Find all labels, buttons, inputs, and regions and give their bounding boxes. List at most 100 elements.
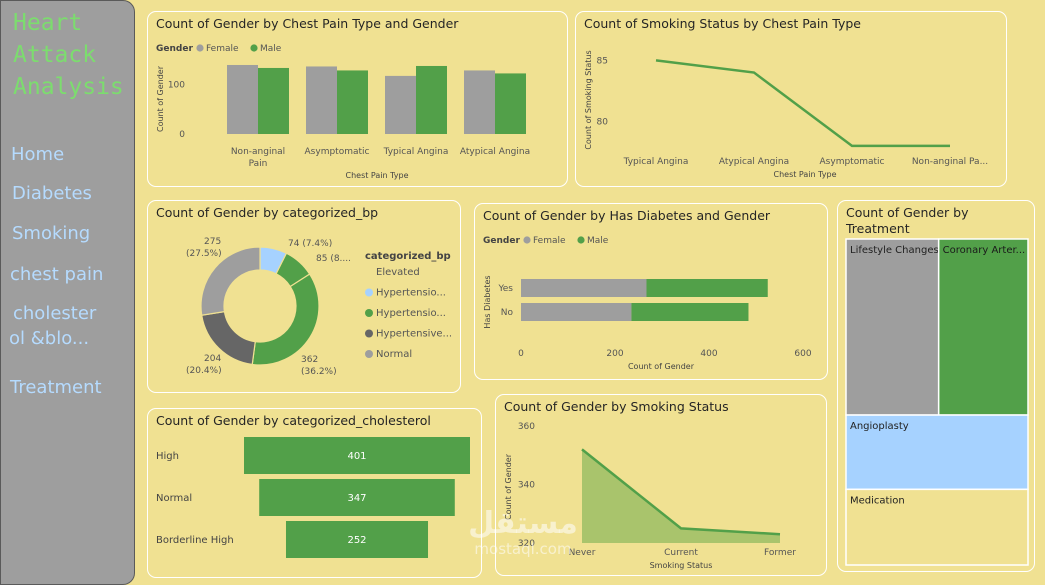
legend-title: Gender bbox=[156, 44, 193, 54]
app-title-line-1: Heart bbox=[13, 10, 83, 36]
card-smoking-by-chest-pain[interactable]: Count of Smoking Status by Chest Pain Ty… bbox=[575, 11, 1007, 187]
donut-slice bbox=[200, 246, 261, 316]
funnel-category-label: Borderline High bbox=[156, 535, 234, 546]
bar-male bbox=[337, 70, 368, 134]
card-gender-by-bp[interactable]: Count of Gender by categorized_bp 74 (7.… bbox=[147, 200, 461, 393]
sidebar: Heart Attack Analysis Home Diabetes Smok… bbox=[0, 0, 135, 585]
bar-female bbox=[521, 303, 632, 321]
data-label: 74 (7.4%) bbox=[288, 239, 332, 249]
funnel-value-label: 252 bbox=[347, 535, 366, 546]
app-title: Heart Attack Analysis bbox=[13, 7, 124, 103]
legend-title: categorized_bp bbox=[365, 251, 451, 262]
data-label: (27.5%) bbox=[186, 249, 222, 259]
legend-title: Gender bbox=[483, 236, 520, 246]
legend-marker-female bbox=[523, 236, 531, 244]
treemap-label: Lifestyle Changes bbox=[850, 245, 939, 256]
legend-label: Elevated bbox=[376, 267, 420, 278]
x-tick-label: 0 bbox=[518, 349, 524, 359]
nav-smoking[interactable]: Smoking bbox=[12, 223, 91, 244]
app-title-line-3: Analysis bbox=[13, 74, 124, 100]
series-line bbox=[655, 59, 950, 148]
nav-diabetes[interactable]: Diabetes bbox=[12, 183, 92, 204]
funnel-bar bbox=[259, 479, 455, 516]
card-gender-by-chest-pain[interactable]: Count of Gender by Chest Pain Type and G… bbox=[147, 11, 568, 187]
y-axis-label: Count of Smoking Status bbox=[584, 50, 593, 149]
chart-title-smoking-by-chest-pain: Count of Smoking Status by Chest Pain Ty… bbox=[584, 16, 861, 31]
legend-label-male: Male bbox=[587, 236, 609, 246]
x-tick-label: Pain bbox=[249, 159, 268, 169]
data-label: 362 bbox=[301, 355, 318, 365]
y-axis-label: Has Diabetes bbox=[483, 275, 492, 328]
bar-male bbox=[495, 73, 526, 134]
legend-label: Normal bbox=[376, 349, 412, 360]
legend-marker bbox=[365, 329, 373, 338]
x-tick-label: Asymptomatic bbox=[820, 157, 885, 167]
bar-female bbox=[306, 66, 337, 134]
x-tick-label: Current bbox=[664, 548, 698, 558]
legend-label-female: Female bbox=[533, 236, 566, 246]
x-tick-label: Typical Angina bbox=[623, 157, 689, 167]
x-tick-label: Non-anginal bbox=[231, 147, 285, 157]
funnel-category-label: Normal bbox=[156, 493, 192, 504]
y-tick-label: 340 bbox=[518, 481, 535, 491]
chart-title-treatment-line-2: Treatment bbox=[846, 221, 910, 236]
treemap-label: Medication bbox=[850, 495, 905, 506]
legend-label-female: Female bbox=[206, 44, 239, 54]
legend-label: Hypertensive... bbox=[376, 329, 452, 340]
chart-title-gender-by-diabetes: Count of Gender by Has Diabetes and Gend… bbox=[483, 208, 771, 223]
nav-chest-pain[interactable]: chest pain bbox=[10, 264, 104, 285]
chart-gender-by-bp: 74 (7.4%) 85 (8.... 362 (36.2%) 204 (20.4%) 27… bbox=[186, 237, 452, 377]
x-tick-label: Asymptomatic bbox=[305, 147, 370, 157]
funnel-bar bbox=[285, 521, 429, 558]
y-axis-label: Count of Gender bbox=[504, 453, 513, 520]
x-axis-label: Smoking Status bbox=[650, 561, 713, 570]
treemap-tile bbox=[845, 488, 1029, 566]
funnel-category-label: High bbox=[156, 451, 179, 462]
bar-female bbox=[521, 279, 647, 297]
x-tick-label: 200 bbox=[606, 349, 623, 359]
x-tick-label: Atypical Angina bbox=[460, 147, 530, 157]
chart-smoking-by-chest-pain: 85 80 Count of Smoking Status Typical Angin… bbox=[584, 50, 988, 179]
treemap-label: Coronary Arter... bbox=[943, 245, 1026, 256]
chart-title-gender-by-treatment: Count of Gender by Treatment bbox=[846, 205, 969, 237]
bar-female bbox=[227, 64, 258, 134]
x-tick-label: Atypical Angina bbox=[719, 157, 789, 167]
data-label: 85 (8.... bbox=[316, 254, 351, 264]
card-gender-by-smoking[interactable]: Count of Gender by Smoking Status 320 340… bbox=[495, 394, 827, 576]
bar-male bbox=[416, 65, 447, 134]
nav-home[interactable]: Home bbox=[11, 144, 65, 165]
x-tick-label: 400 bbox=[700, 349, 717, 359]
chart-gender-by-smoking: 320 340 360 Count of Gender Never Current Form… bbox=[504, 422, 796, 570]
y-tick-label: No bbox=[501, 308, 514, 318]
legend-label: Hypertensio... bbox=[376, 288, 446, 299]
chart-title-gender-by-smoking: Count of Gender by Smoking Status bbox=[504, 399, 729, 414]
card-gender-by-diabetes[interactable]: Count of Gender by Has Diabetes and Gend… bbox=[474, 203, 828, 380]
data-label: 204 bbox=[204, 354, 221, 364]
nav-treatment[interactable]: Treatment bbox=[10, 377, 102, 398]
legend-marker bbox=[365, 288, 373, 297]
bar-male bbox=[258, 67, 289, 134]
nav-cholesterol-line-2[interactable]: ol &blo... bbox=[9, 328, 90, 349]
chart-title-treatment-line-1: Count of Gender by bbox=[846, 205, 969, 220]
treemap-tile bbox=[845, 238, 940, 416]
area-fill bbox=[582, 449, 780, 543]
y-tick-label: 80 bbox=[597, 117, 609, 127]
nav-cholesterol-line-1[interactable]: cholester bbox=[13, 303, 97, 324]
y-axis-label: Count of Gender bbox=[156, 65, 165, 132]
legend-label: Hypertensio... bbox=[376, 308, 446, 319]
data-label: 275 bbox=[204, 237, 221, 247]
card-gender-by-treatment[interactable]: Count of Gender by Treatment Lifestyle C… bbox=[837, 200, 1035, 572]
card-gender-by-cholesterol[interactable]: Count of Gender by categorized_cholester… bbox=[147, 408, 482, 578]
legend-marker bbox=[365, 350, 373, 358]
chart-title-gender-by-cholesterol: Count of Gender by categorized_cholester… bbox=[156, 413, 431, 428]
funnel-bar bbox=[244, 437, 470, 474]
legend-label-male: Male bbox=[260, 44, 282, 54]
treemap-label: Angioplasty bbox=[850, 421, 909, 432]
funnel-value-label: 401 bbox=[347, 451, 366, 462]
chart-title-gender-by-bp: Count of Gender by categorized_bp bbox=[156, 205, 379, 220]
chart-gender-by-cholesterol: 401 High 347 Normal 252 Borderline High bbox=[156, 437, 470, 558]
x-axis-label: Chest Pain Type bbox=[773, 170, 836, 179]
bar-male bbox=[646, 279, 768, 297]
legend-marker bbox=[365, 309, 373, 317]
